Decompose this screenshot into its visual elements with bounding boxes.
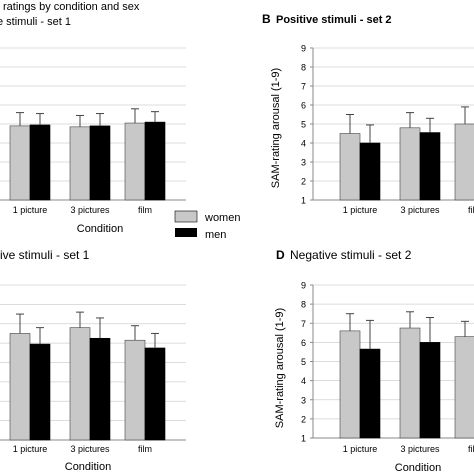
panel-a-category-label: 3 pictures <box>70 205 110 215</box>
panel-a-subtitle: e stimuli - set 1 <box>0 16 71 28</box>
panel-d-bar-women-1 <box>339 330 361 439</box>
panel-d-bar-women-3 <box>454 336 474 439</box>
panel-b-ytick-label: 7 <box>301 82 306 92</box>
panel-b-ytick-label: 1 <box>301 196 306 206</box>
panel-d-category-label: 3 pictures <box>400 444 440 454</box>
panel-d-letter: D <box>276 248 285 262</box>
panel-d-ylabel: SAM-rating arousal (1-9) <box>274 308 286 428</box>
panel-c-category-label: 3 pictures <box>70 444 110 454</box>
panel-d-xlabel: Condition <box>395 462 441 474</box>
panel-c-bar-women-1 <box>9 333 31 441</box>
panel-d-category-label: 1 picture <box>343 444 378 454</box>
panel-c-category-label: 1 picture <box>13 444 48 454</box>
panel-b-bar-women-2 <box>399 127 421 201</box>
panel-c-bar-men-3 <box>144 347 166 441</box>
panel-b-ytick-label: 9 <box>301 44 306 54</box>
panel-a-bar-men-1 <box>29 124 51 201</box>
panel-b-title: Positive stimuli - set 2 <box>276 14 392 26</box>
panel-d-title: Negative stimuli - set 2 <box>290 248 412 262</box>
panel-d-ytick-label: 1 <box>301 434 306 444</box>
panel-a-bar-women-1 <box>9 125 31 201</box>
panel-b-ytick-label: 2 <box>301 177 306 187</box>
panel-d-ytick-label: 6 <box>301 338 306 348</box>
panel-b-ytick-label: 3 <box>301 158 306 168</box>
panel-b-bar-women-3 <box>454 123 474 201</box>
legend-label-women: women <box>204 212 240 224</box>
panel-a-title: ratings by condition and sex <box>3 1 140 13</box>
panel-d-ytick-label: 7 <box>301 319 306 329</box>
panel-a-bar-men-2 <box>89 125 111 201</box>
panel-d-category-label: film <box>468 444 474 454</box>
panel-d: 1 2 3 4 5 6 7 8 9 1 picture 3 pictures film <box>301 281 474 454</box>
panel-d-bar-women-2 <box>399 327 421 439</box>
panel-b-letter: B <box>262 12 271 26</box>
panel-b-ytick-label: 6 <box>301 101 306 111</box>
panel-b-category-label: film <box>468 205 474 215</box>
panel-c: 1 picture 3 pictures film <box>0 284 186 454</box>
panel-a-bar-women-2 <box>69 126 91 201</box>
panel-d-ytick-label: 5 <box>301 357 306 367</box>
panel-c-title: ive stimuli - set 1 <box>0 248 90 262</box>
panel-b-ytick-label: 5 <box>301 120 306 130</box>
panel-a: 1 picture 3 pictures film <box>0 47 186 215</box>
legend-swatch-women <box>174 210 198 223</box>
legend-swatch-men <box>175 228 197 237</box>
panel-d-ytick-label: 9 <box>301 281 306 291</box>
panel-d-ytick-label: 3 <box>301 395 306 405</box>
panel-b-bar-men-1 <box>359 142 381 201</box>
panel-d-ytick-label: 8 <box>301 300 306 310</box>
panel-a-bar-men-3 <box>144 121 166 201</box>
panel-a-category-label: 1 picture <box>13 205 48 215</box>
panel-c-bar-women-3 <box>124 339 146 441</box>
panel-b-ytick-label: 8 <box>301 63 306 73</box>
panel-c-xlabel: Condition <box>65 461 111 473</box>
panel-c-category-label: film <box>138 444 152 454</box>
panel-d-bar-men-2 <box>419 342 441 439</box>
panel-b-category-label: 3 pictures <box>400 205 440 215</box>
panel-b-ylabel: SAM-rating arousal (1-9) <box>270 68 282 188</box>
panel-b: 1 2 3 4 5 6 7 8 9 1 picture 3 pictures film <box>301 44 474 215</box>
panel-c-bar-men-2 <box>89 337 111 441</box>
panel-b-category-label: 1 picture <box>343 205 378 215</box>
panel-a-category-label: film <box>138 205 152 215</box>
legend: women men <box>174 210 240 241</box>
panel-b-bar-men-2 <box>419 132 441 201</box>
panel-d-ytick-label: 2 <box>301 414 306 424</box>
panel-a-xlabel: Condition <box>77 223 123 235</box>
legend-label-men: men <box>205 229 226 241</box>
panel-d-bar-men-1 <box>359 348 381 439</box>
panel-a-bar-women-3 <box>124 122 146 201</box>
panel-b-bar-women-1 <box>339 133 361 201</box>
panel-b-ytick-label: 4 <box>301 139 306 149</box>
panel-c-bar-men-1 <box>29 343 51 441</box>
panel-c-bar-women-2 <box>69 327 91 441</box>
panel-d-ytick-label: 4 <box>301 376 306 386</box>
